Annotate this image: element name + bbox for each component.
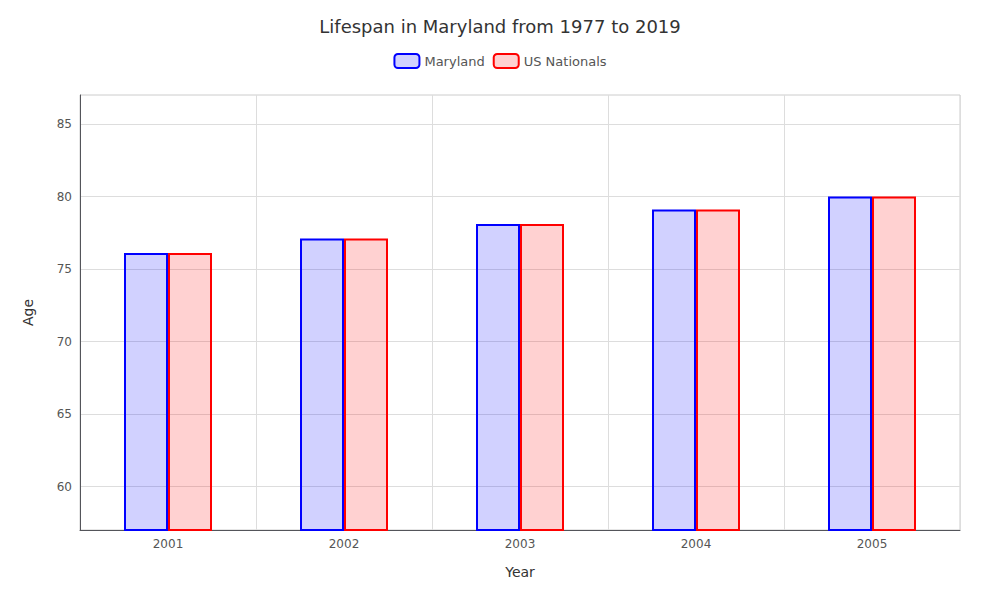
svg-text:2005: 2005	[857, 537, 888, 551]
svg-text:2003: 2003	[505, 537, 536, 551]
svg-text:85: 85	[57, 117, 72, 131]
svg-text:Lifespan in Maryland from 1977: Lifespan in Maryland from 1977 to 2019	[319, 16, 680, 37]
svg-text:75: 75	[57, 262, 72, 276]
svg-text:2001: 2001	[153, 537, 184, 551]
svg-text:2002: 2002	[329, 537, 360, 551]
svg-text:80: 80	[57, 190, 72, 204]
svg-text:Year: Year	[504, 564, 535, 580]
svg-text:65: 65	[57, 407, 72, 421]
svg-text:Age: Age	[20, 299, 36, 326]
svg-text:US Nationals: US Nationals	[524, 54, 607, 69]
svg-text:70: 70	[57, 335, 72, 349]
svg-text:60: 60	[57, 480, 72, 494]
svg-text:2004: 2004	[681, 537, 712, 551]
svg-text:Maryland: Maryland	[424, 54, 484, 69]
